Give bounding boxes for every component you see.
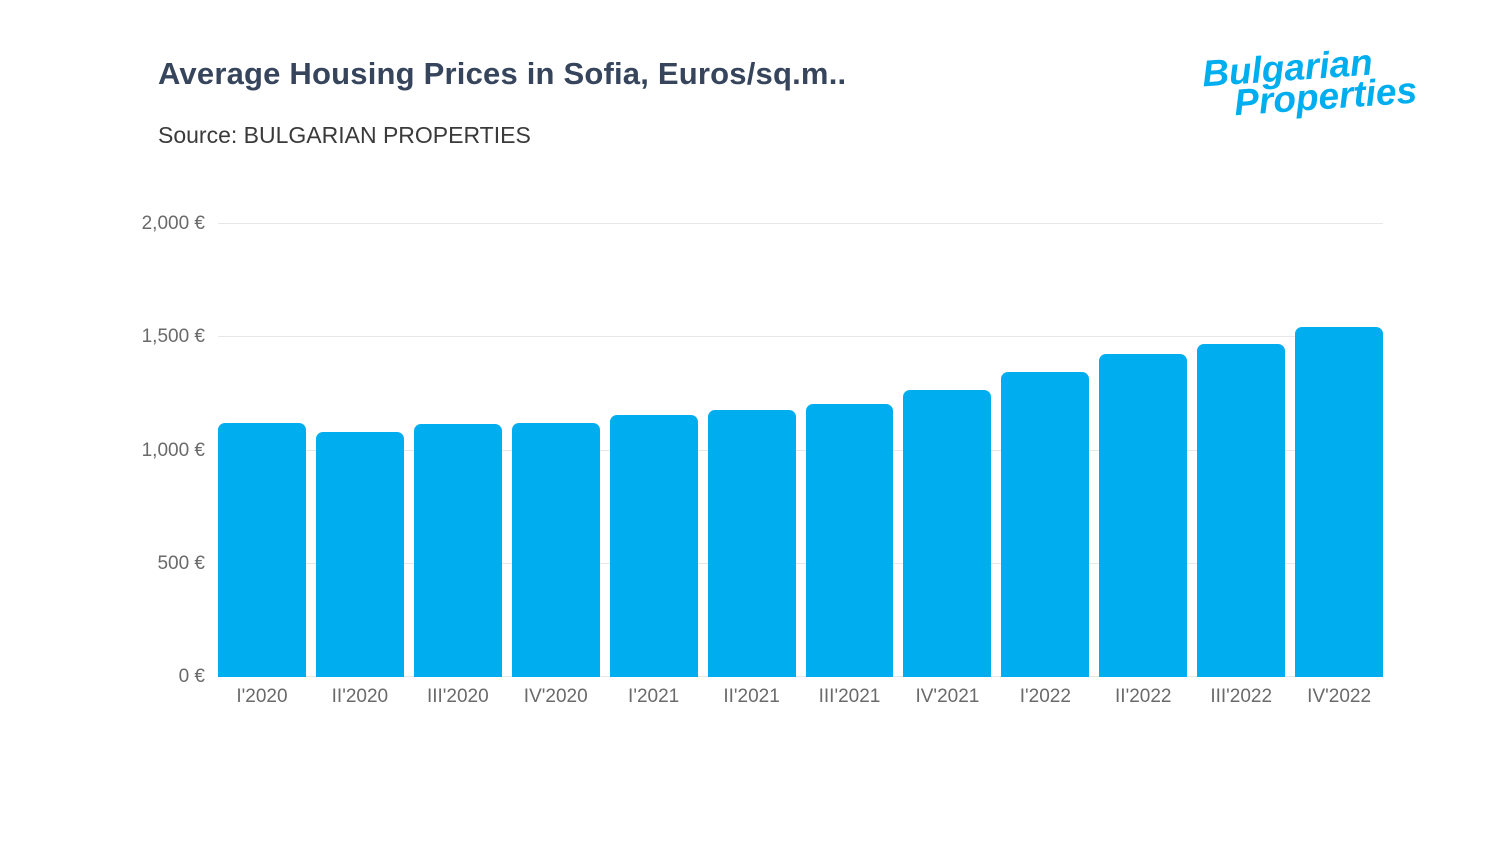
bar-III'2021	[805, 404, 894, 677]
x-axis-label: III'2020	[426, 686, 489, 707]
bar-III'2022	[1197, 344, 1286, 677]
bar-III'2020	[413, 424, 502, 677]
x-axis-label: III'2022	[1210, 686, 1273, 707]
y-axis-label: 1,000 €	[141, 439, 205, 461]
bar-IV'2022	[1295, 327, 1384, 677]
y-axis-label: 0 €	[178, 666, 205, 687]
y-axis-label: 1,500 €	[141, 326, 205, 348]
bar-II'2020	[315, 432, 404, 677]
brand-logo: Bulgarian Properties	[1201, 40, 1445, 124]
bar-IV'2020	[511, 423, 600, 677]
x-axis-label: I'2022	[1019, 686, 1071, 707]
gridline	[218, 336, 1383, 338]
x-axis-label: II'2021	[723, 686, 780, 707]
x-axis-label: II'2020	[331, 686, 389, 707]
bar-I'2022	[1001, 372, 1090, 677]
x-axis: I'2020 II'2020 III'2020 IV'2020 I'2021 II'202…	[218, 686, 1383, 708]
bar-II'2021	[707, 409, 796, 677]
bar-I'2020	[218, 423, 306, 677]
bar-I'2021	[609, 415, 698, 677]
x-axis-label: III'2021	[818, 686, 881, 707]
bar-series	[218, 224, 1384, 677]
x-axis-label: IV'2020	[523, 686, 588, 707]
y-axis-label: 500 €	[157, 552, 205, 574]
x-axis-label: I'2021	[628, 686, 680, 707]
y-axis: 0 € 500 € 1,000 € 1,500 € 2,000 €	[95, 213, 205, 687]
bar-II'2022	[1099, 354, 1188, 677]
x-axis-label: IV'2021	[915, 686, 980, 707]
chart-title: Average Housing Prices in Sofia, Euros/s…	[158, 56, 847, 91]
source-label: Source: BULGARIAN PROPERTIES	[158, 122, 531, 148]
y-axis-label: 2,000 €	[141, 213, 205, 234]
plot-area	[218, 223, 1384, 677]
x-axis-label: IV'2022	[1307, 686, 1372, 707]
gridline	[218, 562, 1383, 564]
x-axis-label: II'2022	[1115, 686, 1172, 707]
gridline	[218, 676, 1383, 677]
x-axis-label: I'2020	[236, 686, 288, 707]
gridline	[218, 223, 1383, 224]
gridline	[218, 449, 1383, 451]
bar-IV'2021	[903, 390, 992, 677]
